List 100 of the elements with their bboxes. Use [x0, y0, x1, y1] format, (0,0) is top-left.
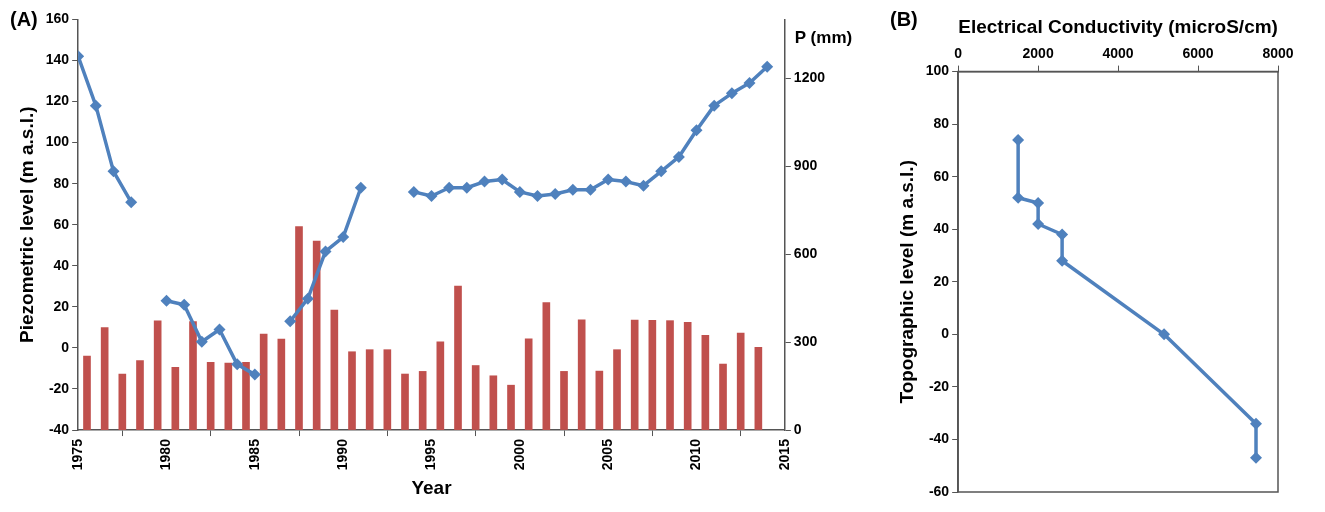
x-tick-label: 1985 — [245, 438, 262, 471]
y-tick-label: 40 — [933, 220, 950, 237]
bar — [489, 375, 498, 430]
point — [1032, 196, 1045, 209]
bar — [754, 347, 763, 430]
y-tick-label: -40 — [928, 430, 950, 447]
x-tick-label: 1995 — [422, 438, 439, 471]
bar — [648, 320, 657, 430]
bar — [189, 321, 197, 430]
bar — [560, 371, 568, 430]
point — [231, 358, 244, 371]
point — [407, 185, 420, 198]
point — [655, 165, 668, 178]
bar — [136, 360, 144, 430]
bar — [577, 319, 586, 430]
point — [354, 181, 367, 194]
bar — [736, 332, 745, 430]
point — [425, 189, 438, 202]
y-tick-label: 80 — [53, 174, 70, 191]
point — [602, 173, 615, 186]
y2-tick-label: 600 — [793, 244, 818, 261]
point — [107, 165, 120, 178]
chart-title: (A) — [10, 7, 38, 30]
bar — [454, 285, 462, 430]
y-tick-label: -40 — [48, 420, 70, 437]
bar — [295, 226, 303, 430]
bar — [277, 338, 286, 430]
point — [708, 99, 721, 112]
point — [195, 335, 208, 348]
x-tick-label: 8000 — [1262, 45, 1294, 62]
y2-tick-label: 900 — [793, 156, 818, 173]
point — [566, 183, 579, 196]
bar — [630, 319, 639, 430]
point — [478, 175, 491, 188]
bar — [401, 373, 409, 430]
point — [496, 173, 509, 186]
x-tick-label: 1980 — [157, 438, 174, 471]
point — [160, 294, 173, 307]
bar — [719, 363, 727, 430]
x-axis-title: Year — [411, 476, 453, 498]
bar — [224, 362, 233, 430]
point — [1250, 417, 1263, 430]
bar — [330, 309, 339, 430]
bar — [171, 366, 180, 430]
point — [690, 124, 703, 137]
bar — [83, 355, 91, 430]
x-tick-label: 2010 — [687, 438, 704, 471]
y-tick-label: 60 — [53, 215, 70, 232]
bar — [118, 373, 127, 430]
point — [248, 368, 261, 381]
y-tick-label: 100 — [45, 133, 70, 150]
x-tick-label: 6000 — [1182, 45, 1214, 62]
point — [531, 189, 544, 202]
y-axis-title: Piezometric level (m a.s.l.) — [15, 106, 37, 343]
point — [319, 245, 332, 258]
y-tick-label: -20 — [48, 379, 70, 396]
y-tick-label: 0 — [61, 338, 70, 355]
y-tick-label: 100 — [925, 62, 950, 79]
x-tick-label: 2000 — [510, 438, 527, 471]
bar — [683, 322, 692, 430]
x-tick-label: 2005 — [599, 438, 616, 471]
y2-axis-title: P (mm) — [794, 27, 853, 47]
y-tick-label: 40 — [53, 256, 70, 273]
y-tick-label: 160 — [45, 10, 70, 27]
y-tick-label: -60 — [928, 482, 950, 499]
y-tick-label: 140 — [45, 51, 70, 68]
bar — [471, 365, 480, 430]
bar — [524, 338, 533, 430]
bar — [507, 384, 515, 430]
point — [1012, 133, 1025, 146]
bar — [153, 320, 162, 430]
y-tick-label: 0 — [941, 325, 950, 342]
bar — [383, 349, 392, 430]
point — [725, 87, 738, 100]
y2-tick-label: 0 — [793, 420, 802, 437]
bar — [418, 371, 427, 430]
y-tick-label: -20 — [928, 377, 950, 394]
x-axis-title: Electrical Conductivity (microS/cm) — [958, 15, 1278, 37]
point — [125, 196, 138, 209]
point — [1158, 328, 1171, 341]
bar — [365, 349, 374, 430]
chart-title: (B) — [890, 7, 918, 30]
bar — [666, 320, 674, 430]
x-tick-label: 1990 — [334, 438, 351, 471]
bar — [242, 361, 250, 430]
point — [513, 185, 526, 198]
point — [743, 77, 756, 90]
y-tick-label: 20 — [933, 272, 950, 289]
y2-tick-label: 300 — [793, 332, 818, 349]
bar — [613, 349, 621, 430]
y-tick-label: 80 — [933, 115, 950, 132]
point — [761, 60, 774, 73]
point — [619, 175, 632, 188]
bar — [259, 333, 268, 430]
bar — [206, 361, 215, 430]
point — [213, 323, 226, 336]
point — [549, 187, 562, 200]
point — [89, 99, 102, 112]
y-tick-label: 60 — [933, 167, 950, 184]
point — [301, 292, 314, 305]
